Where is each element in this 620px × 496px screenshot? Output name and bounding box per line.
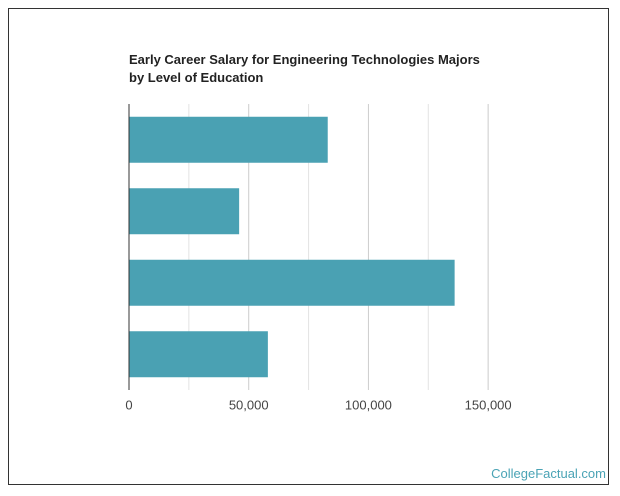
x-tick-label: 50,000 xyxy=(229,397,269,412)
x-tick-label: 0 xyxy=(125,397,132,412)
bar xyxy=(129,116,328,163)
x-tick-label: 150,000 xyxy=(465,397,512,412)
bar xyxy=(129,259,455,306)
frame xyxy=(8,8,609,485)
bar xyxy=(129,188,240,235)
chart-title: Early Career Salary for Engineering Tech… xyxy=(129,52,480,85)
bar xyxy=(129,331,268,378)
source-link[interactable]: CollegeFactual.com xyxy=(491,466,606,481)
x-tick-label: 100,000 xyxy=(345,397,392,412)
